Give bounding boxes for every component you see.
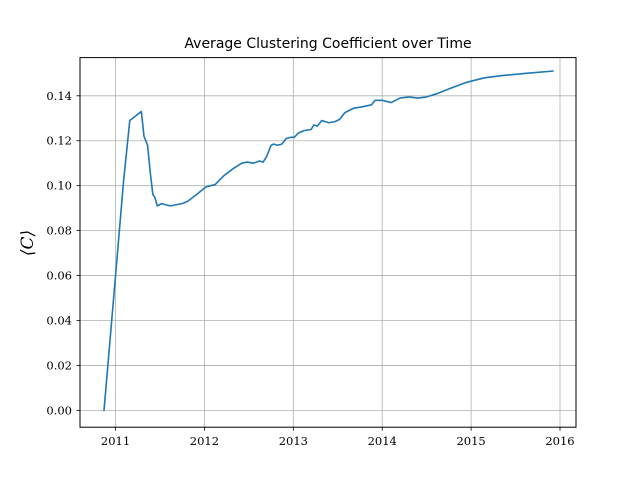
x-tick-label: 2011 [101,434,130,448]
y-tick-label: 0.14 [46,89,72,103]
series-lines [103,70,554,412]
y-tick-label: 0.10 [46,179,72,193]
y-tick-label: 0.06 [46,269,72,283]
grid-lines [80,57,576,428]
x-tick-label: 2016 [545,434,574,448]
y-tick-label: 0.00 [46,403,72,417]
series-line [103,70,554,412]
y-axis-label: ⟨C⟩ [18,230,38,256]
plot-area-frame [79,57,577,428]
chart-title: Average Clustering Coefficient over Time [184,36,471,52]
x-tick-label: 2015 [456,434,485,448]
y-tick-label: 0.08 [46,224,72,238]
x-tick-label: 2012 [190,434,219,448]
y-tick-label: 0.02 [46,358,72,372]
y-tick-label: 0.04 [46,313,72,327]
y-axis: 0.00 0.02 0.04 0.06 0.08 0.10 0.12 0.14 [46,89,80,417]
x-axis: 2011 2012 2013 2014 2015 2016 [101,427,575,448]
x-tick-label: 2014 [368,434,397,448]
y-tick-label: 0.12 [46,134,72,148]
x-tick-label: 2013 [279,434,308,448]
